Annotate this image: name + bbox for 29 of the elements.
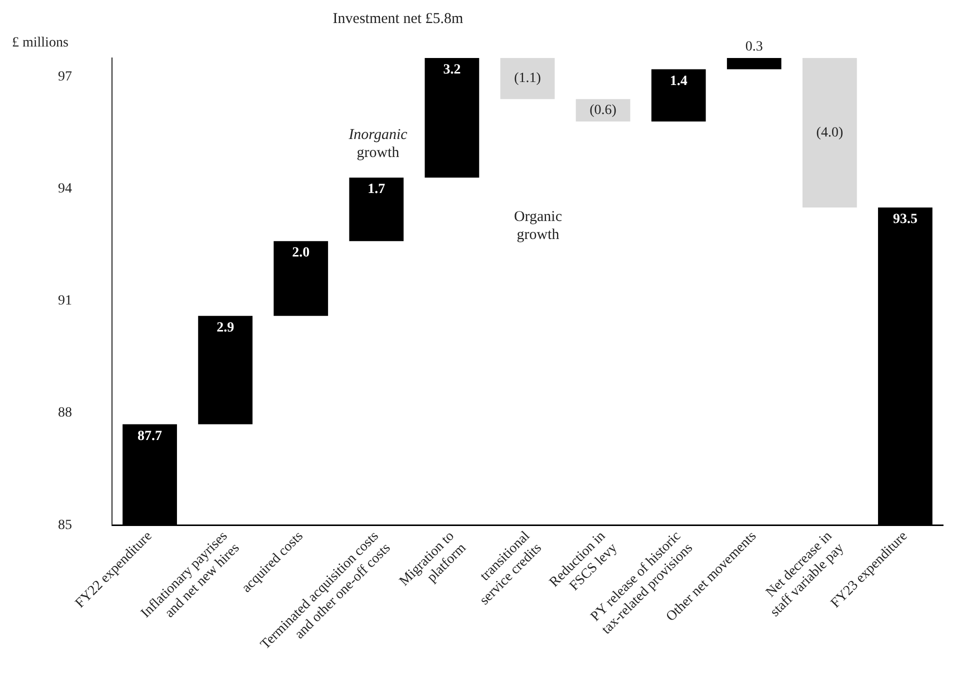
y-tick-label: 85: [58, 518, 72, 533]
bar: [274, 241, 328, 316]
data-label: 1.7: [368, 182, 386, 198]
text: Investment net £5.8m: [332, 10, 464, 28]
annotation: Organic growth: [512, 208, 564, 244]
data-label: 93.5: [892, 212, 918, 228]
bar: [500, 58, 555, 100]
data-label: 3.2: [443, 62, 461, 78]
data-label: 2.9: [216, 320, 234, 336]
bar: [726, 58, 782, 70]
y-axis-title: £ millions: [12, 36, 68, 51]
data-label: 0.3: [745, 40, 763, 55]
data-label: 87.7: [138, 428, 162, 444]
bar: [424, 58, 480, 178]
data-label: (0.6): [590, 102, 617, 118]
data-label: 1.4: [670, 74, 688, 89]
data-label: (4.0): [816, 125, 844, 140]
y-tick-label: 88: [58, 406, 72, 421]
annotation: Inorganic growth: [348, 126, 408, 162]
y-tick-label: 91: [58, 294, 72, 309]
bar: [198, 316, 253, 424]
y-tick-label: 94: [58, 181, 72, 196]
bar: [576, 99, 630, 122]
data-label: 2.0: [292, 246, 310, 261]
bar: [802, 58, 857, 208]
bar: [349, 178, 404, 242]
y-tick-label: 97: [58, 69, 72, 84]
data-label: (1.1): [514, 71, 542, 86]
bar: [651, 69, 706, 122]
